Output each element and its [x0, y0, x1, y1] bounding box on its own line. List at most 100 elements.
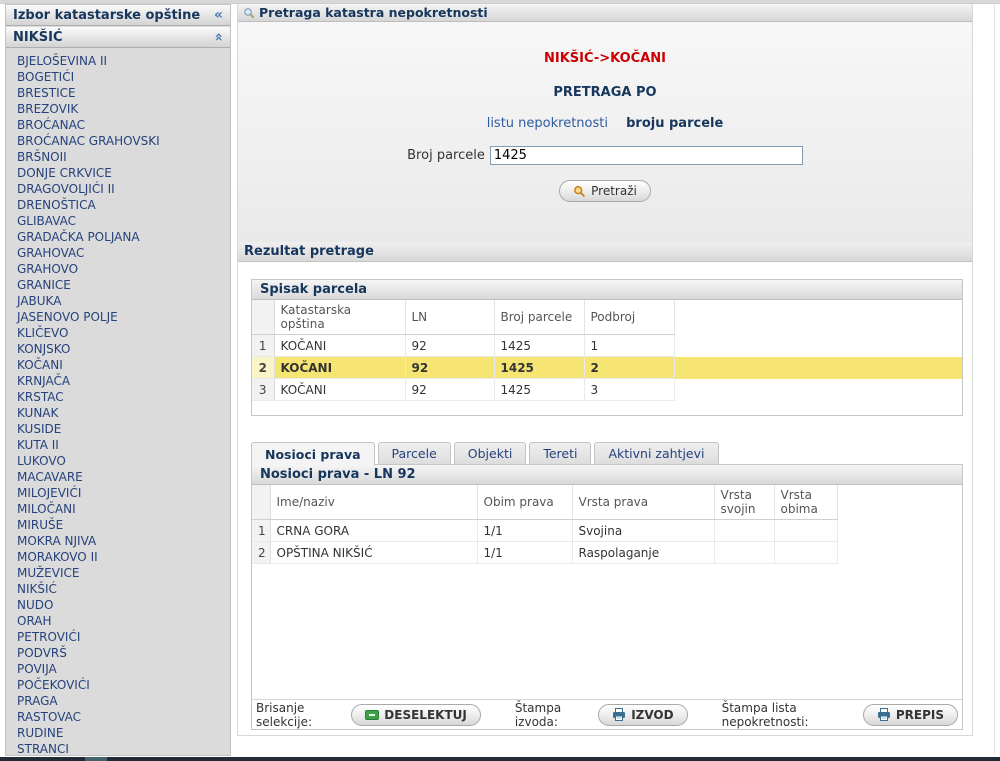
sidebar-item[interactable]: BROĆANAC	[17, 118, 85, 132]
sidebar-item[interactable]: MORAKOVO II	[17, 550, 98, 564]
deselect-button[interactable]: DESELEKTUJ	[351, 703, 481, 726]
tab-parcele[interactable]: Parcele	[377, 442, 451, 464]
sidebar-item[interactable]: KRSTAC	[17, 390, 64, 404]
sidebar-item[interactable]: KONJSKO	[17, 342, 71, 356]
top-strip	[0, 0, 1000, 4]
sidebar-item[interactable]: MUŽEVICE	[17, 566, 80, 580]
sidebar-item[interactable]: MOKRA NJIVA	[17, 534, 97, 548]
parcels-header-row: Katastarska opština LN Broj parcele Podb…	[252, 300, 962, 335]
collapse-left-icon[interactable]: «	[213, 7, 223, 23]
sidebar-item[interactable]: GLIBAVAC	[17, 214, 77, 228]
sidebar-item[interactable]: GRADAČKA POLJANA	[17, 230, 140, 244]
sidebar-item[interactable]: BRESTICE	[17, 86, 76, 100]
tab-objekti[interactable]: Objekti	[453, 442, 527, 464]
search-button-label: Pretraži	[591, 184, 637, 198]
parcel-row[interactable]: 1 KOČANI 92 1425 1	[252, 334, 962, 357]
col-broj-parcele: Broj parcele	[494, 300, 585, 335]
col-vrsta-prava: Vrsta prava	[572, 485, 715, 520]
parcels-panel: Spisak parcela Katastarska opština LN Br…	[251, 279, 963, 416]
sidebar-item[interactable]: GRAHOVAC	[17, 246, 85, 260]
sidebar-item[interactable]: BJELOŠEVINA II	[17, 54, 108, 68]
col-ime-naziv: Ime/naziv	[270, 485, 478, 520]
parcels-title: Spisak parcela	[260, 282, 368, 297]
sidebar-item[interactable]: MACAVARE	[17, 470, 83, 484]
sidebar-item[interactable]: LUKOVO	[17, 454, 66, 468]
printer-icon	[877, 708, 890, 721]
sidebar-item[interactable]: GRAHOVO	[17, 262, 79, 276]
parcels-panel-header: Spisak parcela	[252, 280, 962, 300]
tab-aktivni-zahtjevi[interactable]: Aktivni zahtjevi	[594, 442, 719, 464]
main-header: Pretraga katastra nepokretnosti	[238, 4, 972, 22]
holders-header-row: Ime/naziv Obim prava Vrsta prava Vrsta s…	[252, 485, 962, 520]
sidebar-item[interactable]: BREZOVIK	[17, 102, 79, 116]
search-heading: PRETRAGA PO	[553, 85, 657, 100]
izvod-button[interactable]: IZVOD	[598, 703, 688, 726]
search-icon	[574, 185, 586, 197]
sidebar-item[interactable]: MILOJEVIĆI	[17, 486, 82, 500]
sidebar-item[interactable]: BRŠNOII	[17, 150, 67, 164]
holder-row[interactable]: 1 CRNA GORA 1/1 Svojina	[252, 519, 962, 542]
sidebar-item[interactable]: DRENOŠTICA	[17, 198, 96, 212]
search-button[interactable]: Pretraži	[559, 180, 651, 202]
sidebar-item[interactable]: DRAGOVOLJIĆI II	[17, 182, 115, 196]
parcel-number-row: Broj parcele	[238, 146, 972, 165]
results-title: Rezultat pretrage	[244, 244, 374, 259]
sidebar-item[interactable]: MIRUŠE	[17, 518, 64, 532]
parcel-number-input[interactable]	[489, 146, 803, 165]
col-obim-prava: Obim prava	[477, 485, 573, 520]
sidebar-item[interactable]: RUDINE	[17, 726, 64, 740]
sidebar-header: Izbor katastarske opštine «	[6, 5, 230, 26]
search-mode-row: listu nepokretnosti broju parcele	[238, 116, 972, 131]
sidebar-item[interactable]: PRAGA	[17, 694, 58, 708]
tab-nosioci-prava[interactable]: Nosioci prava	[251, 442, 375, 465]
parcels-table: Katastarska opština LN Broj parcele Podb…	[252, 300, 962, 401]
sidebar-item[interactable]: PODVRŠ	[17, 646, 67, 660]
prepis-button[interactable]: PREPIS	[862, 703, 958, 726]
sidebar-group-label: NIKŠIĆ	[13, 29, 63, 45]
sidebar-group-header[interactable]: NIKŠIĆ «	[6, 27, 230, 48]
mode-link-list-nepokretnosti[interactable]: listu nepokretnosti	[486, 116, 608, 131]
bottom-bar-segment	[85, 757, 107, 761]
sidebar-item[interactable]: KOČANI	[17, 358, 63, 372]
holder-row[interactable]: 2 OPŠTINA NIKŠIĆ 1/1 Raspolaganje	[252, 541, 962, 564]
results-header: Rezultat pretrage	[238, 242, 972, 262]
col-podbroj: Podbroj	[584, 300, 675, 335]
sidebar-item[interactable]: KUNAK	[17, 406, 59, 420]
sidebar-item[interactable]: KLIČEVO	[17, 326, 69, 340]
sidebar-item[interactable]: PETROVIĆI	[17, 630, 81, 644]
sidebar-item[interactable]: POČEKOVIĆI	[17, 678, 90, 692]
sidebar-item[interactable]: KUSIDE	[17, 422, 62, 436]
parcel-row[interactable]: 3 KOČANI 92 1425 3	[252, 378, 962, 401]
sidebar-item[interactable]: ORAH	[17, 614, 52, 628]
sidebar-item[interactable]: RASTOVAC	[17, 710, 82, 724]
izvod-label: Štampa izvoda:	[514, 700, 562, 729]
sidebar-item[interactable]: NIKŠIĆ	[17, 582, 57, 596]
sidebar-item[interactable]: NUDO	[17, 598, 54, 612]
mode-link-broj-parcele[interactable]: broju parcele	[626, 116, 724, 131]
sidebar-item[interactable]: POVIJA	[17, 662, 57, 676]
detail-tabs: Nosioci prava Parcele Objekti Tereti Akt…	[251, 442, 963, 465]
context-breadcrumb: NIKŠIĆ->KOČANI	[544, 51, 666, 66]
col-katastarska-opstina: Katastarska opština	[274, 300, 406, 335]
parcel-row-selected[interactable]: 2 KOČANI 92 1425 2	[252, 356, 962, 379]
sidebar-item[interactable]: JABUKA	[17, 294, 62, 308]
sidebar-item[interactable]: BROĆANAC GRAHOVSKI	[17, 134, 160, 148]
right-hairline	[994, 4, 995, 754]
sidebar-item[interactable]: STRANCI	[17, 742, 69, 756]
prepis-label: Štampa lista nepokretnosti:	[721, 700, 809, 729]
tab-tereti[interactable]: Tereti	[529, 442, 592, 464]
sidebar-item[interactable]: GRANICE	[17, 278, 71, 292]
sidebar-item[interactable]: BOGETIĆI	[17, 70, 75, 84]
sidebar-item[interactable]: DONJE CRKVICE	[17, 166, 112, 180]
bottom-bar	[0, 757, 1000, 761]
sidebar-cadastral-municipalities: Izbor katastarske opštine « NIKŠIĆ « BJE…	[5, 4, 231, 756]
collapse-up-icon[interactable]: «	[210, 32, 227, 42]
search-icon	[244, 7, 255, 18]
sidebar-item[interactable]: JASENOVO POLJE	[17, 310, 118, 324]
deselect-icon	[365, 709, 380, 720]
sidebar-item[interactable]: MILOČANI	[17, 502, 76, 516]
actions-bar: Brisanje selekcije: DESELEKTUJ Štampa iz…	[252, 699, 962, 729]
sidebar-item[interactable]: KUTA II	[17, 438, 59, 452]
sidebar-item[interactable]: KRNJAČA	[17, 374, 71, 388]
holders-panel: Nosioci prava - LN 92 Ime/naziv Obim pra…	[251, 464, 963, 730]
